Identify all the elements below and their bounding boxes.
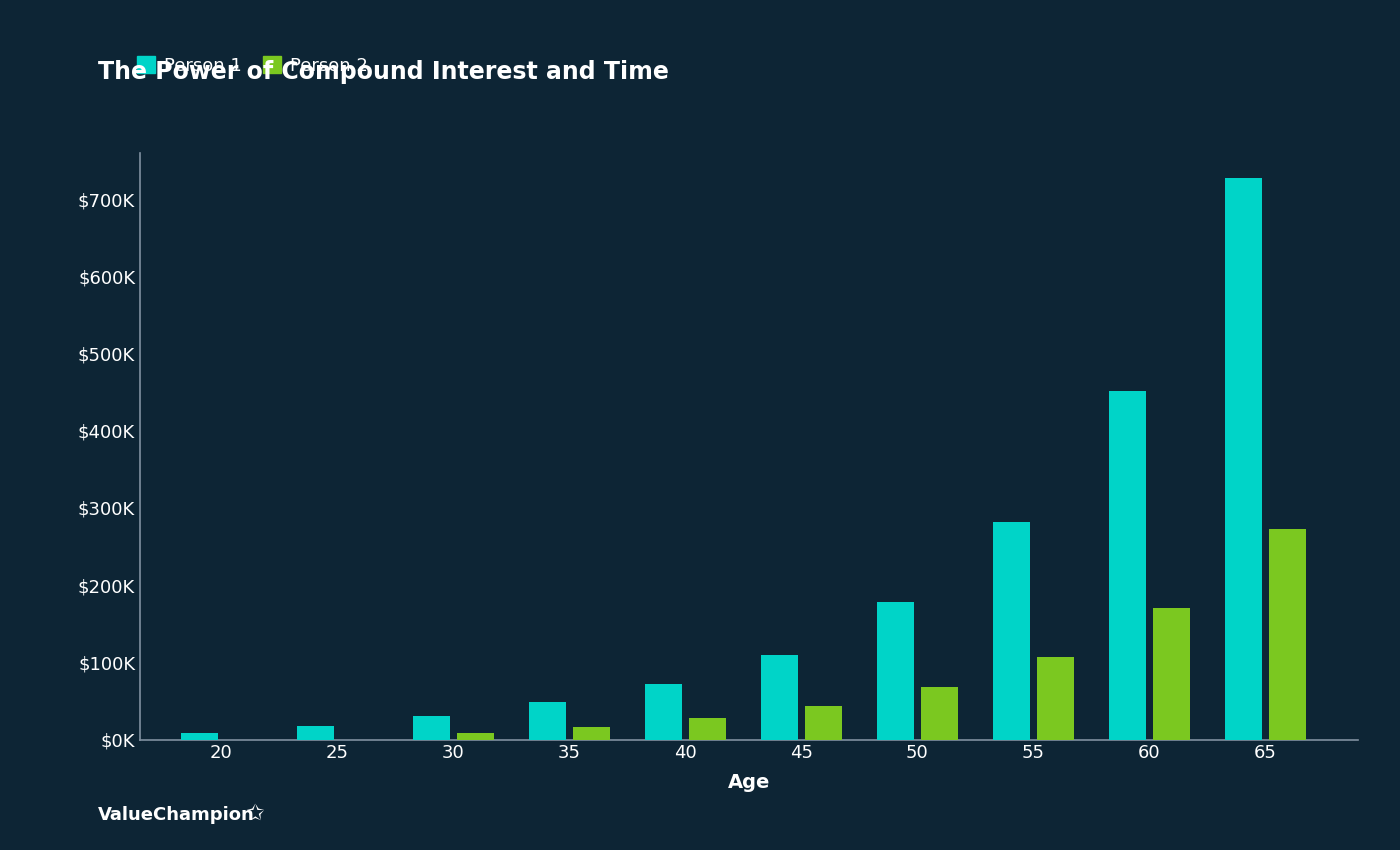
Bar xyxy=(876,602,914,740)
Bar xyxy=(573,727,610,740)
Text: ValueChampion: ValueChampion xyxy=(98,807,255,824)
Text: The Power of Compound Interest and Time: The Power of Compound Interest and Time xyxy=(98,60,669,83)
Bar xyxy=(1036,657,1074,740)
Legend: Person 1, Person 2: Person 1, Person 2 xyxy=(137,56,368,75)
Bar xyxy=(921,687,958,740)
Bar xyxy=(456,733,494,740)
Bar xyxy=(1268,529,1306,740)
Bar xyxy=(297,727,333,740)
Bar xyxy=(805,706,841,740)
Bar xyxy=(1225,178,1261,740)
Bar xyxy=(644,684,682,740)
Bar xyxy=(993,522,1030,740)
Bar xyxy=(760,654,798,740)
Bar xyxy=(181,734,218,740)
Bar xyxy=(1109,391,1145,740)
Bar xyxy=(529,702,566,740)
Bar xyxy=(413,717,449,740)
X-axis label: Age: Age xyxy=(728,774,770,792)
Bar xyxy=(689,718,725,740)
Bar xyxy=(1152,609,1190,740)
Text: ✩: ✩ xyxy=(245,803,263,824)
